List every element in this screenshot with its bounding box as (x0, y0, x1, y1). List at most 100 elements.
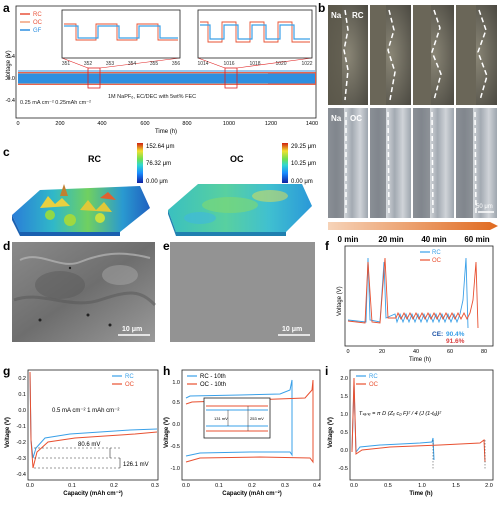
xtick: 20 (379, 349, 385, 355)
panel-b: Na RC Na OC 50 μm 0 min 20 min 40 min 60… (328, 5, 498, 244)
legend-rc: RC (33, 12, 42, 18)
panel-c-oc-scale-max: 29.25 μm (291, 144, 316, 150)
panel-h-inset-ann2: 253 mV (250, 416, 264, 421)
xtick: 800 (182, 121, 191, 127)
panel-d-texture (19, 252, 151, 265)
panel-b-oc-electrode (413, 108, 430, 218)
panel-b-oc-electrode (456, 108, 473, 218)
panel-i-ylabel: Voltage (V) (328, 417, 334, 448)
inset2-tick: 1020 (275, 61, 286, 67)
legend-rc: RC - 10th (200, 374, 226, 380)
panel-f-ce-oc: 91.6% (446, 338, 465, 345)
panel-i-rc-trace (351, 384, 435, 461)
ytick: 0.4 (7, 54, 15, 60)
panel-e-sheen (170, 242, 315, 342)
legend-oc: OC (432, 258, 442, 264)
panel-f-ce-rc: 90.4% (446, 331, 465, 338)
inset1-tick: 353 (106, 61, 115, 67)
panel-b-na-label: Na (331, 11, 342, 20)
panel-e-scale-label: 10 μm (282, 326, 302, 333)
xtick: 0.3 (281, 483, 289, 489)
panel-c-rc-side (20, 232, 120, 236)
panel-a-inset-1-ticks: 351 352 353 354 355 356 (62, 61, 181, 67)
panel-a-xticks: 0 200 400 600 800 1000 1200 1400 (16, 121, 318, 127)
panel-b-interface (387, 111, 390, 216)
panel-g-legend: RC OC (112, 374, 135, 388)
panel-a-frame (15, 5, 317, 119)
panel-h-frame (181, 369, 321, 481)
panel-c-oc-side (176, 232, 286, 236)
panel-f: RC OC CE: 90.4% 91.6% Voltage (V) 0 20 4… (337, 245, 494, 363)
panel-f-ce-label: CE: (432, 331, 443, 338)
panel-a-zoom-line (61, 57, 89, 69)
ytick: -0.5 (339, 466, 348, 472)
panel-f-xticks: 0 20 40 60 80 (346, 349, 487, 355)
panel-i-xlabel: Time (h) (409, 491, 432, 497)
xtick: 80 (481, 349, 487, 355)
panel-c-rc-peak (60, 184, 68, 196)
panel-letter-a: a (3, 1, 10, 15)
panel-h-rc-trace (185, 379, 293, 457)
xtick: 1000 (223, 121, 235, 127)
panel-d-particle (108, 323, 112, 327)
panel-a-note-mid: 1M NaPF₆, EC/DEC with 5wt% FEC (108, 94, 196, 100)
panel-g-note: 0.5 mA cm⁻² 1 mAh cm⁻² (52, 408, 119, 414)
panel-e-sem-image (170, 242, 315, 342)
ytick: 0.2 (18, 376, 26, 382)
panel-c-rc-scale-min: 0.00 μm (146, 179, 168, 185)
panel-b-rc-electrode (328, 5, 342, 105)
xtick: 1.5 (452, 483, 460, 489)
panel-h-xlabel: Capacity (mAh cm⁻²) (222, 490, 282, 497)
panel-g-yticks: 0.2 0.1 0.0 -0.1 -0.2 -0.3 -0.4 (17, 376, 26, 478)
panel-g: 80.6 mV 126.1 mV 0.5 mA cm⁻² 1 mAh cm⁻² … (5, 369, 159, 497)
ytick: 0.0 (7, 76, 15, 82)
panel-c-oc-scale-mid: 10.25 μm (291, 161, 316, 167)
panel-g-xticks: 0.0 0.1 0.2 0.3 (26, 483, 159, 489)
panel-c: RC OC 152.64 μm 76.32 μm 0.00 μm 29.25 μ… (12, 143, 316, 236)
panel-g-ann1: 80.6 mV (78, 442, 100, 448)
panel-d-texture (102, 265, 138, 285)
panel-a-zoom-line (99, 57, 181, 69)
panel-f-xlabel: Time (h) (409, 357, 431, 363)
inset2-tick: 1022 (301, 61, 312, 67)
panel-a-inset-1-rc-trace (64, 25, 178, 39)
ytick: -0.5 (171, 444, 180, 450)
ytick: 0.1 (18, 392, 26, 398)
panel-d-particle (38, 318, 42, 322)
panel-b-interface (477, 9, 488, 101)
panel-b-time-arrow (328, 222, 498, 230)
panel-a-note-left: 0.25 mA cm⁻² 0.25mAh cm⁻² (20, 100, 91, 106)
time-label: 20 min (378, 235, 403, 244)
time-label: 40 min (421, 235, 446, 244)
inset1-tick: 355 (150, 61, 159, 67)
ytick: -0.2 (17, 440, 26, 446)
panel-letter-e: e (163, 239, 170, 253)
panel-f-oc-trace (347, 257, 479, 329)
ytick: 0.5 (340, 430, 348, 436)
panel-d-texture (13, 291, 157, 307)
panel-f-ylabel: Voltage (V) (337, 286, 343, 316)
panel-b-rc-electrode (370, 5, 386, 105)
xtick: 60 (447, 349, 453, 355)
inset2-tick: 1016 (223, 61, 234, 67)
legend-rc: RC (432, 250, 441, 256)
panel-g-oc-trace (29, 371, 158, 469)
panel-b-interface (474, 111, 477, 216)
panel-c-oc-patch (202, 197, 258, 213)
panel-h-xticks: 0.0 0.1 0.2 0.3 0.4 (182, 483, 321, 489)
inset1-tick: 351 (62, 61, 71, 67)
panel-i-xticks: 0.0 0.5 1.0 1.5 2.0 (350, 483, 493, 489)
xtick: 400 (97, 121, 106, 127)
panel-a-legend: RC OC GF (20, 12, 43, 34)
panel-a-zoom-box-1 (87, 67, 101, 89)
xtick: 0 (16, 121, 19, 127)
inset2-tick: 1018 (249, 61, 260, 67)
panel-a-ylabel: Voltage (V) (6, 50, 12, 80)
panel-a-zoom-line (197, 57, 226, 69)
xtick: 0.5 (384, 483, 392, 489)
panel-d-scale-label: 10 μm (122, 326, 142, 333)
panel-f-legend: RC OC (420, 250, 442, 264)
xtick: 2.0 (485, 483, 493, 489)
xtick: 1200 (265, 121, 277, 127)
ytick: -0.4 (6, 98, 15, 104)
